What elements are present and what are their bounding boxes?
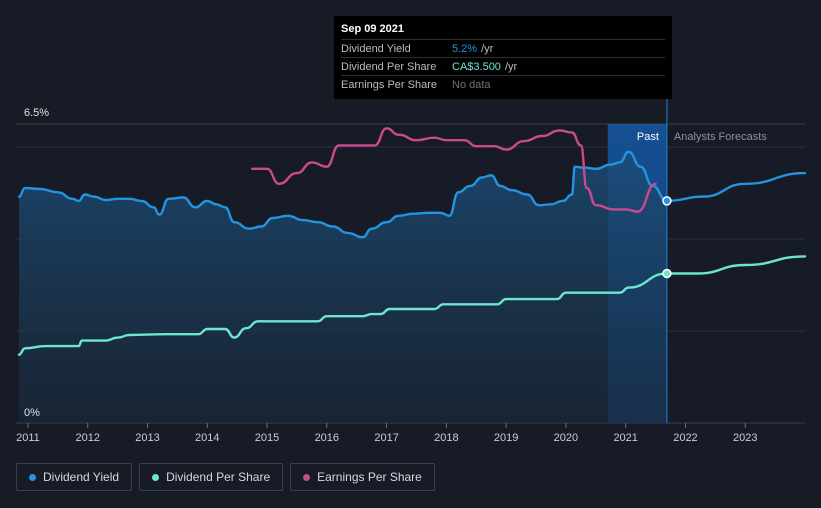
- tooltip-panel: Sep 09 2021 Dividend Yield 5.2% /yr Divi…: [334, 16, 672, 99]
- legend-label: Dividend Per Share: [166, 470, 271, 484]
- x-tick-label: 2021: [613, 432, 637, 444]
- x-tick-label: 2017: [374, 432, 398, 444]
- earnings-per-share-line: [250, 127, 657, 213]
- x-tick-label: 2014: [195, 432, 219, 444]
- dividend-yield-line: [17, 150, 669, 239]
- x-tick-label: 2011: [16, 432, 40, 444]
- dividend-yield-point: [662, 196, 672, 206]
- tooltip-row-earnings-per-share: Earnings Per Share No data: [341, 75, 665, 93]
- legend-label: Earnings Per Share: [317, 470, 422, 484]
- tooltip-value: CA$3.500: [452, 60, 501, 73]
- legend-label: Dividend Yield: [43, 470, 120, 484]
- x-tick-label: 2015: [255, 432, 279, 444]
- x-tick-label: 2013: [135, 432, 159, 444]
- tooltip-label: Dividend Per Share: [341, 60, 437, 73]
- legend-earnings-per-share-button[interactable]: Earnings Per Share: [290, 463, 435, 491]
- dividend-yield-area-fill: [19, 151, 667, 424]
- tooltip-value: 5.2%: [452, 42, 478, 55]
- legend-dot-icon: [152, 473, 160, 481]
- dividend-yield-area: [19, 151, 667, 424]
- dividend-per-share-line: [17, 272, 669, 356]
- tooltip-date: Sep 09 2021: [341, 23, 404, 35]
- analysts-forecasts-label: Analysts Forecasts: [674, 131, 767, 143]
- x-tick-label: 2018: [434, 432, 458, 444]
- dividend-per-share-forecast-line: [665, 255, 807, 275]
- dividend-yield-forecast-line: [665, 171, 807, 203]
- tooltip-row-dividend-yield: Dividend Yield 5.2% /yr: [341, 39, 665, 57]
- legend-dividend-yield-button[interactable]: Dividend Yield: [16, 463, 133, 491]
- legend-dividend-per-share-button[interactable]: Dividend Per Share: [139, 463, 284, 491]
- past-label: Past: [637, 131, 659, 143]
- tooltip-row-dividend-per-share: Dividend Per Share CA$3.500 /yr: [341, 57, 665, 75]
- y-tick-label: 6.5%: [24, 107, 49, 119]
- x-tick-label: 2023: [733, 432, 757, 444]
- tooltip-unit: /yr: [504, 60, 518, 73]
- x-tick-label: 2012: [75, 432, 99, 444]
- tooltip-points: [662, 196, 672, 279]
- x-tick-label: 2022: [673, 432, 697, 444]
- legend-dot-icon: [303, 473, 311, 481]
- tooltip-value: No data: [452, 78, 491, 91]
- dividend-per-share-point: [662, 268, 672, 279]
- tooltip-label: Dividend Yield: [341, 42, 411, 55]
- y-axis: 6.5% 0%: [24, 107, 49, 419]
- series-lines: [17, 127, 807, 356]
- legend-dot-icon: [29, 473, 36, 481]
- x-axis: 2011 2012 2013 2014 2015 2016 2017 2018 2019 2020…: [16, 423, 757, 444]
- x-tick-label: 2020: [554, 432, 578, 444]
- tooltip-label: Earnings Per Share: [341, 78, 437, 91]
- x-tick-label: 2016: [315, 432, 339, 444]
- x-tick-label: 2019: [494, 432, 518, 444]
- y-tick-label: 0%: [24, 407, 40, 419]
- tooltip-unit: /yr: [481, 42, 494, 55]
- legend: Dividend Yield Dividend Per Share Earnin…: [16, 463, 435, 491]
